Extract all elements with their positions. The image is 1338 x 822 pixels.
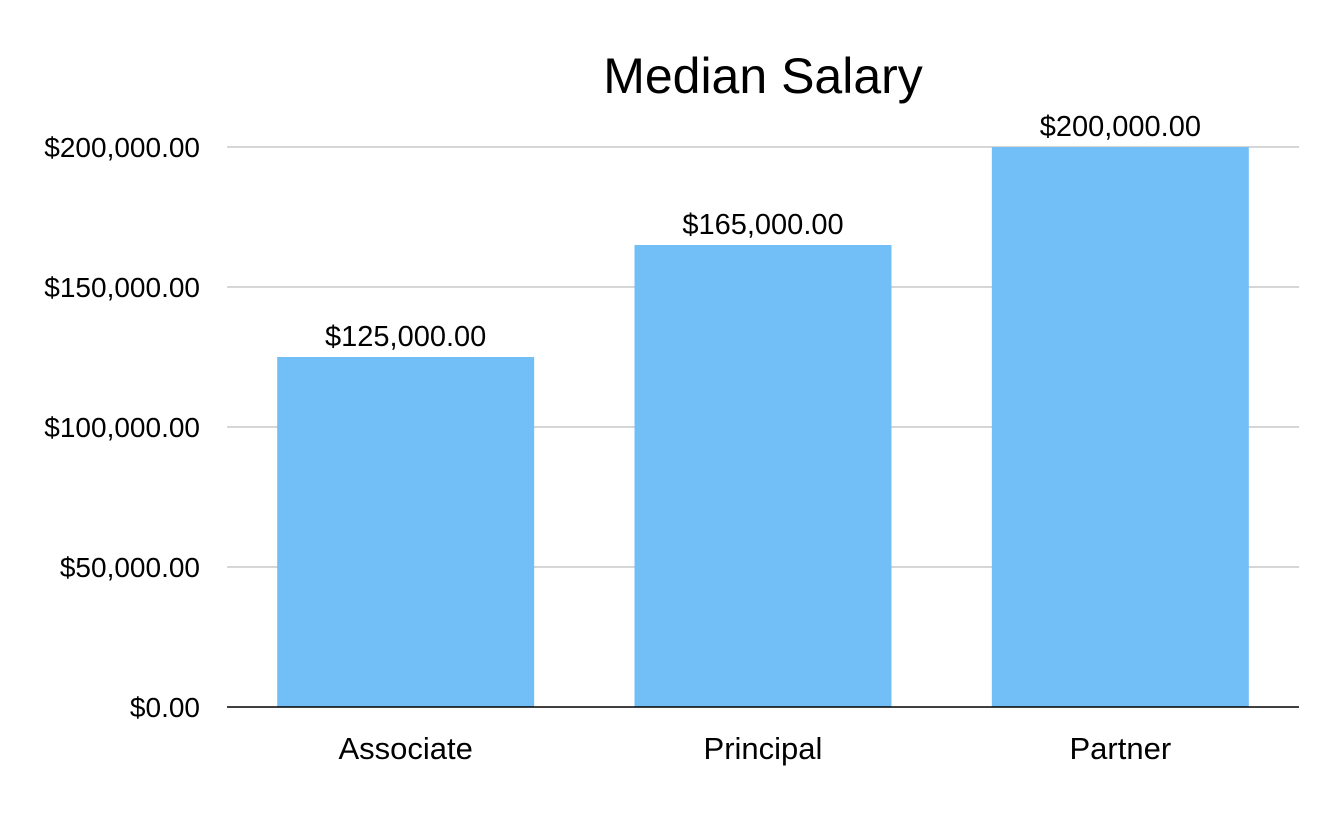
data-labels: $125,000.00 $165,000.00 $200,000.00: [325, 111, 1201, 353]
bars: [277, 147, 1249, 707]
x-category-label: Partner: [1069, 731, 1171, 766]
bar: [634, 245, 892, 707]
bar: [991, 147, 1249, 707]
y-axis-ticks: $0.00 $50,000.00 $100,000.00 $150,000.00 $20…: [44, 132, 200, 723]
bar-value-label: $125,000.00: [325, 321, 486, 353]
bar-value-label: $165,000.00: [682, 209, 843, 241]
x-axis-categories: Associate Principal Partner: [338, 731, 1171, 766]
chart-title: Median Salary: [603, 48, 923, 104]
y-tick-label: $150,000.00: [44, 272, 200, 303]
bar-value-label: $200,000.00: [1040, 111, 1201, 143]
y-tick-label: $0.00: [130, 692, 200, 723]
y-tick-label: $100,000.00: [44, 412, 200, 443]
bar: [277, 357, 535, 707]
y-tick-label: $50,000.00: [60, 552, 200, 583]
x-category-label: Associate: [338, 731, 472, 766]
y-tick-label: $200,000.00: [44, 132, 200, 163]
x-category-label: Principal: [704, 731, 823, 766]
